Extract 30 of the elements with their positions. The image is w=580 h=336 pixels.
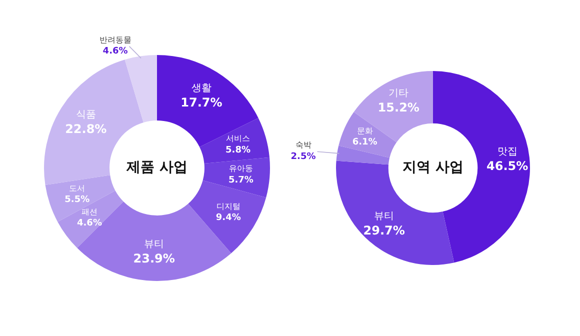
data-label: 5.7% (228, 175, 254, 186)
slice-label: 패션 (81, 207, 98, 216)
data-label: 4.6% (77, 218, 102, 229)
data-label: 6.1% (352, 138, 378, 148)
data-label: 15.2% (378, 100, 420, 115)
text: 지역 사업 (402, 160, 464, 176)
slice-label: 뷰티 (374, 211, 394, 222)
slice-label: 맛집 (497, 146, 518, 158)
slice-label: 유아동 (228, 164, 253, 174)
slice-label: 생활 (191, 83, 212, 94)
data-label: 23.9% (133, 251, 175, 266)
slice-label: 기타 (388, 88, 409, 100)
slice-label: 뷰티 (144, 238, 164, 250)
data-label: 9.4% (216, 213, 241, 224)
slice-label: 문화 (356, 126, 373, 136)
slice-label: 도서 (69, 184, 86, 193)
data-label: 46.5% (486, 158, 528, 173)
slice-label: 식품 (76, 109, 96, 120)
data-label: 5.5% (64, 195, 90, 206)
slice-label: 디지털 (216, 202, 240, 211)
text: 제품 사업 (126, 160, 188, 176)
data-label: 22.8% (65, 122, 107, 136)
data-label: 4.6% (102, 46, 128, 57)
data-label: 5.8% (226, 145, 251, 156)
data-label: 29.7% (363, 224, 405, 238)
data-label: 17.7% (180, 96, 222, 110)
slice-label: 서비스 (226, 134, 250, 144)
slice-label: 반려동물 (99, 35, 132, 44)
slice-label: 숙박 (295, 140, 312, 150)
data-label: 2.5% (290, 152, 316, 162)
